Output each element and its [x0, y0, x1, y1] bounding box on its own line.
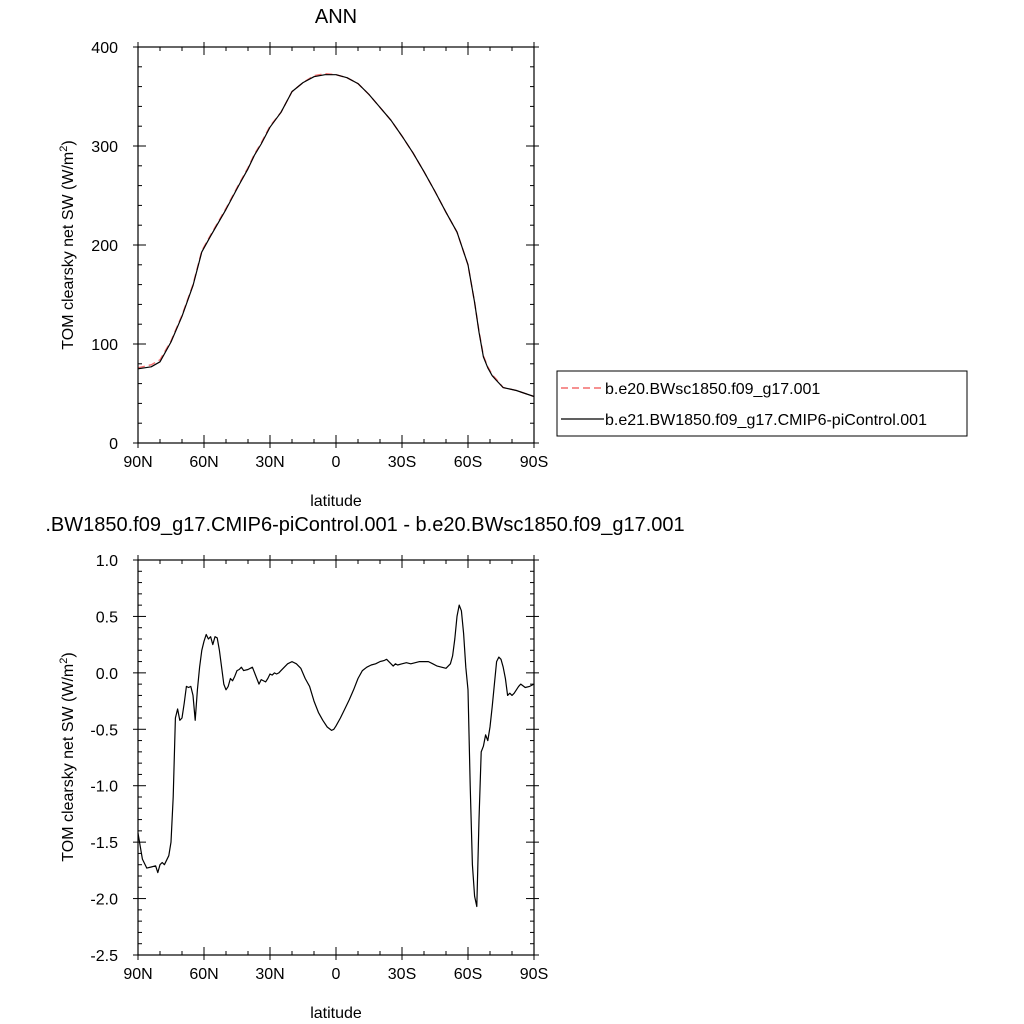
legend-label-series-b: b.e21.BW1850.f09_g17.CMIP6-piControl.001: [605, 412, 927, 429]
chart-bottom-xtick-label: 30N: [255, 966, 284, 983]
chart-bottom-xtick-label: 90S: [520, 966, 548, 983]
chart-bottom-ytick-label: -1.5: [90, 835, 118, 852]
chart-top-legend: b.e20.BWsc1850.f09_g17.001 b.e21.BW1850.…: [556, 370, 968, 437]
chart-bottom-ytick-label: -2.0: [90, 892, 118, 909]
chart-top-xlabel: latitude: [310, 493, 362, 510]
chart-bottom-series: [137, 604, 535, 908]
chart-bottom-ticks: [133, 555, 539, 960]
chart-bottom-xtick-label: 30S: [388, 966, 416, 983]
chart-top-ytick-label: 400: [91, 40, 118, 57]
chart-bottom-ytick-label: -1.0: [90, 779, 118, 796]
chart-top-ytick-label: 200: [91, 238, 118, 255]
chart-top-frame: [137, 46, 535, 444]
chart-bottom-series-line-0: [137, 604, 535, 908]
chart-bottom-xtick-label: 0: [332, 966, 341, 983]
chart-top-title: ANN: [315, 6, 357, 28]
chart-top-ytick-label: 0: [109, 436, 118, 453]
chart-top-series: [137, 73, 535, 398]
chart-top-ylabel-end: ): [60, 140, 77, 145]
chart-bottom-ylabel-end: ): [60, 652, 77, 657]
chart-top: ANN 90N 60N 30N 0 30S 60S 90S 0 100 200 300 400 lat…: [58, 6, 968, 510]
chart-top-xtick-label: 30S: [388, 454, 416, 471]
legend-label-series-a: b.e20.BWsc1850.f09_g17.001: [605, 381, 820, 398]
chart-top-xtick-label: 0: [332, 454, 341, 471]
chart-top-series-line-0: [137, 73, 535, 398]
chart-bottom-ytick-label: -2.5: [90, 948, 118, 965]
chart-bottom-xtick-label: 90N: [123, 966, 152, 983]
chart-bottom-ytick-label: 1.0: [96, 553, 118, 570]
chart-bottom-title: .BW1850.f09_g17.CMIP6-piControl.001 - b.…: [45, 514, 684, 536]
chart-top-xtick-label: 60S: [454, 454, 482, 471]
legend-box: [556, 370, 968, 437]
chart-top-ytick-label: 100: [91, 337, 118, 354]
chart-top-ytick-label: 300: [91, 139, 118, 156]
chart-top-series-line-1: [137, 74, 535, 398]
chart-bottom-xtick-label: 60S: [454, 966, 482, 983]
chart-top-xtick-label: 30N: [255, 454, 284, 471]
chart-bottom-ylabel: TOM clearsky net SW (W/m2): [58, 652, 77, 861]
chart-bottom-ytick-label: 0.0: [96, 666, 118, 683]
chart-bottom-ytick-label: 0.5: [96, 609, 118, 626]
chart-bottom-ytick-label: -0.5: [90, 722, 118, 739]
chart-top-xtick-label: 60N: [189, 454, 218, 471]
chart-top-ylabel-sup: 2: [58, 146, 70, 152]
chart-bottom-xtick-label: 60N: [189, 966, 218, 983]
chart-bottom-ylabel-sup: 2: [58, 658, 70, 664]
chart-top-xtick-label: 90N: [123, 454, 152, 471]
chart-bottom: .BW1850.f09_g17.CMIP6-piControl.001 - b.…: [45, 514, 684, 1022]
chart-bottom-ylabel-main: TOM clearsky net SW (W/m: [60, 664, 77, 862]
chart-bottom-frame: [137, 559, 535, 956]
chart-top-xtick-label: 90S: [520, 454, 548, 471]
chart-bottom-xlabel: latitude: [310, 1005, 362, 1022]
chart-top-tick-labels: 90N 60N 30N 0 30S 60S 90S 0 100 200 300 400: [91, 40, 548, 471]
chart-bottom-tick-labels: 90N 60N 30N 0 30S 60S 90S -2.5 -2.0 -1.5 -1.0 -0.5 0…: [90, 553, 548, 983]
chart-top-ylabel-main: TOM clearsky net SW (W/m: [60, 152, 77, 350]
chart-top-ylabel: TOM clearsky net SW (W/m2): [58, 140, 77, 349]
chart-top-ticks: [133, 42, 539, 448]
